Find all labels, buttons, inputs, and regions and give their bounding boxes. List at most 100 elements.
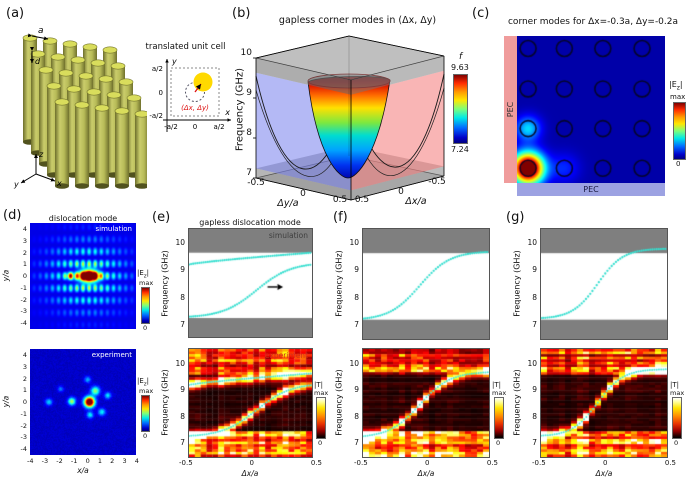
tick-label: 8 — [180, 411, 185, 421]
gtop-plot — [540, 228, 668, 340]
tick-label: -1 — [20, 409, 27, 418]
f-xticks: -0.5 0 0.5 — [354, 459, 498, 467]
ftop-canvas — [363, 229, 489, 339]
tick-label: -4 — [20, 445, 27, 453]
inset-xtick-right: a/2 — [213, 123, 224, 131]
tick-label: 7 — [246, 168, 252, 178]
translated-rod — [193, 72, 213, 92]
tick-label: 2 — [110, 457, 115, 465]
tick-label: 0.5 — [486, 459, 498, 467]
lower-slab-face-right — [351, 166, 444, 200]
d-xlabel: x/a — [77, 466, 89, 475]
lattice-constant-label: a — [38, 26, 44, 36]
e-xlabel: Δx/a — [241, 469, 259, 478]
tick-label: 10 — [175, 359, 185, 368]
gexp-yticks: 10 9 8 7 — [520, 360, 537, 447]
tick-label: 8 — [246, 128, 252, 138]
tick-label: 3 — [122, 457, 127, 465]
dy-tick-zero: 0 — [300, 189, 306, 199]
etop-canvas — [189, 229, 312, 337]
tick-label: 10 — [349, 359, 359, 368]
tick-label: 3 — [22, 362, 27, 371]
inset-xlabel: x — [224, 108, 230, 117]
surface-colorbar-title: f — [459, 52, 463, 62]
tick-label: 9 — [532, 265, 537, 275]
lower-slab-face-left — [256, 168, 351, 200]
dislocation-sim-map: simulation — [30, 223, 136, 329]
e-xticks: -0.5 0 0.5 — [179, 459, 322, 467]
dexp-ylabel: y/a — [1, 395, 11, 408]
tick-label: -2 — [20, 295, 27, 304]
dsim-colorbar-min: 0 — [143, 324, 148, 332]
tick-label: 0.5 — [664, 459, 676, 467]
dx-axis-label: Δx/a — [405, 196, 427, 207]
inset-title: translated unit cell — [145, 42, 226, 52]
dislocation-mode-title: dislocation mode — [48, 214, 118, 223]
tick-label: -0.5 — [354, 459, 368, 467]
axis-z-label: z — [38, 150, 44, 159]
tick-label: 0 — [85, 457, 90, 465]
surface-yticks: 10 9 8 7 — [232, 49, 252, 178]
g-colorbar-title: |T| — [670, 381, 679, 389]
panel-label-f: (f) — [333, 210, 348, 225]
tick-label: 0 — [22, 398, 27, 406]
panel-label-d: (d) — [3, 208, 22, 223]
corner-colorbar — [673, 102, 686, 160]
tick-label: 10 — [527, 359, 537, 368]
tick-label: 0.5 — [310, 459, 322, 467]
dislocation-exp-canvas — [30, 349, 136, 455]
tick-label: 9 — [180, 265, 185, 275]
gtop-canvas — [541, 229, 667, 339]
inset-xtick-mid: 0 — [193, 123, 197, 131]
e-colorbar-min: 0 — [318, 439, 323, 447]
gexp-canvas — [541, 349, 667, 457]
rod-array — [22, 34, 147, 189]
dsim-yticks: 4 3 2 1 0 -1 -2 -3 -4 — [14, 225, 27, 327]
tick-label: 9 — [246, 88, 252, 98]
tick-label: -1 — [70, 457, 78, 465]
pec-boundary-bottom: PEC — [517, 183, 665, 196]
dy-axis-label: Δy/a — [277, 198, 299, 209]
dx-tick-zero: 0 — [398, 187, 404, 197]
offset-arrow — [194, 83, 202, 93]
inset-ylabel: y — [171, 57, 177, 66]
tick-label: 10 — [175, 238, 185, 247]
tick-label: 0 — [22, 272, 27, 280]
gtop-yticks: 10 9 8 7 — [520, 239, 537, 329]
g-xlabel: Δx/a — [595, 469, 613, 478]
tick-label: 8 — [532, 411, 537, 421]
d-xticks: -4 -3 -2 -1 0 1 2 3 4 — [27, 457, 139, 465]
unit-cell-boundary — [170, 67, 220, 117]
tick-label: 7 — [354, 319, 359, 329]
rod-lattice-illustration: a d z x y — [13, 26, 147, 189]
inset-ytick-top: a/2 — [152, 65, 163, 73]
fexp-canvas — [363, 349, 489, 457]
fexp-plot — [362, 348, 490, 458]
tick-label: 9 — [354, 385, 359, 395]
tick-label: 1 — [97, 457, 102, 465]
g-colorbar — [672, 397, 682, 439]
tick-label: 7 — [532, 437, 537, 447]
dislocation-exp-map: experiment — [30, 349, 136, 455]
panel-label-a: (a) — [6, 6, 25, 21]
tick-label: 8 — [354, 292, 359, 302]
corner-field-title: corner modes for Δx=-0.3a, Δy=-0.2a — [507, 17, 679, 27]
panel-label-c: (c) — [472, 6, 490, 21]
tick-label: -2 — [20, 421, 27, 430]
translated-unit-cell-inset: (Δx, Δy) a/2 0 -a/2 -a/2 0 a/2 x y — [149, 57, 231, 132]
upper-slab-face-left — [256, 58, 351, 95]
tick-label: 0 — [249, 459, 254, 467]
corner-colorbar-title: |Ez| — [669, 80, 683, 92]
corner-colorbar-max: max — [670, 93, 686, 101]
tick-label: 8 — [532, 292, 537, 302]
eexp-yticks: 10 9 8 7 — [168, 360, 185, 447]
surface3d-plot — [253, 35, 445, 201]
eexp-plot: experiment — [188, 348, 313, 458]
rod — [134, 110, 147, 189]
tick-label: -3 — [20, 307, 27, 316]
dy-tick-pos: 0.5 — [332, 195, 348, 205]
tick-label: 1 — [22, 386, 27, 395]
tick-label: 10 — [527, 238, 537, 247]
tick-label: 7 — [532, 319, 537, 329]
tick-label: -0.5 — [532, 459, 546, 467]
